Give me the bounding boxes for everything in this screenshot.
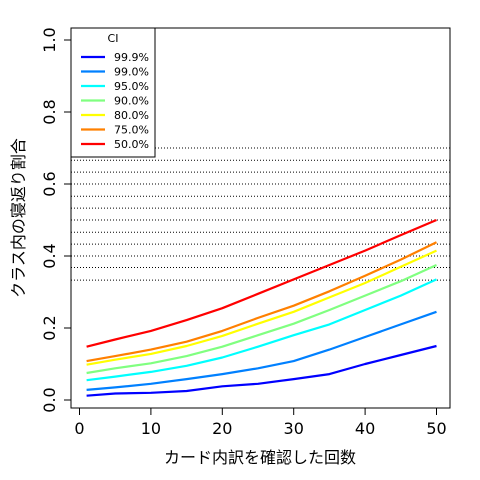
series-line-7: [86, 218, 437, 348]
x-axis-title: カード内訳を確認した回数: [164, 448, 356, 467]
x-axis: 0 10 20 30 40 50: [74, 407, 447, 438]
legend-box: [70, 27, 156, 158]
x-tick-label: 0: [74, 419, 84, 438]
y-tick-label: 0.2: [40, 315, 59, 340]
x-tick-label: 30: [284, 419, 304, 438]
y-axis-title: クラス内の寝返り割合: [9, 138, 28, 298]
series-line-1: [86, 344, 437, 397]
x-tick-label: 20: [212, 419, 232, 438]
legend-label: 99.9%: [114, 51, 149, 64]
y-tick-label: 0.4: [40, 243, 59, 268]
series-line-3: [86, 278, 437, 382]
x-tick-label: 50: [426, 419, 446, 438]
x-tick-label: 10: [141, 419, 161, 438]
legend-label: 80.0%: [114, 109, 149, 122]
series-line-2: [86, 310, 437, 391]
series-group: [86, 218, 437, 397]
y-tick-label: 0.6: [40, 171, 59, 196]
legend-label: 95.0%: [114, 80, 149, 93]
legend-label: 90.0%: [114, 95, 149, 108]
legend-items: 99.9% 99.0%95.0% 90.0%80.0% 75.0%50.0%: [81, 51, 149, 151]
y-axis: 0.0 0.2 0.4 0.6 0.8 1.0: [40, 27, 72, 413]
y-tick-label: 1.0: [40, 27, 59, 52]
legend: CI 99.9% 99.0%95.0% 90.0%80.0% 75.0%50.0%: [70, 27, 156, 158]
series-line-4: [86, 263, 437, 375]
y-tick-label: 0.0: [40, 387, 59, 412]
series-line-5: [86, 249, 437, 366]
legend-label: 75.0%: [114, 124, 149, 137]
legend-label: 99.0%: [114, 66, 149, 79]
reference-lines: [71, 147, 450, 281]
x-tick-label: 40: [355, 419, 375, 438]
series-line-6: [86, 241, 437, 363]
y-tick-label: 0.8: [40, 99, 59, 124]
legend-title: CI: [108, 32, 119, 45]
legend-label: 50.0%: [114, 138, 149, 151]
